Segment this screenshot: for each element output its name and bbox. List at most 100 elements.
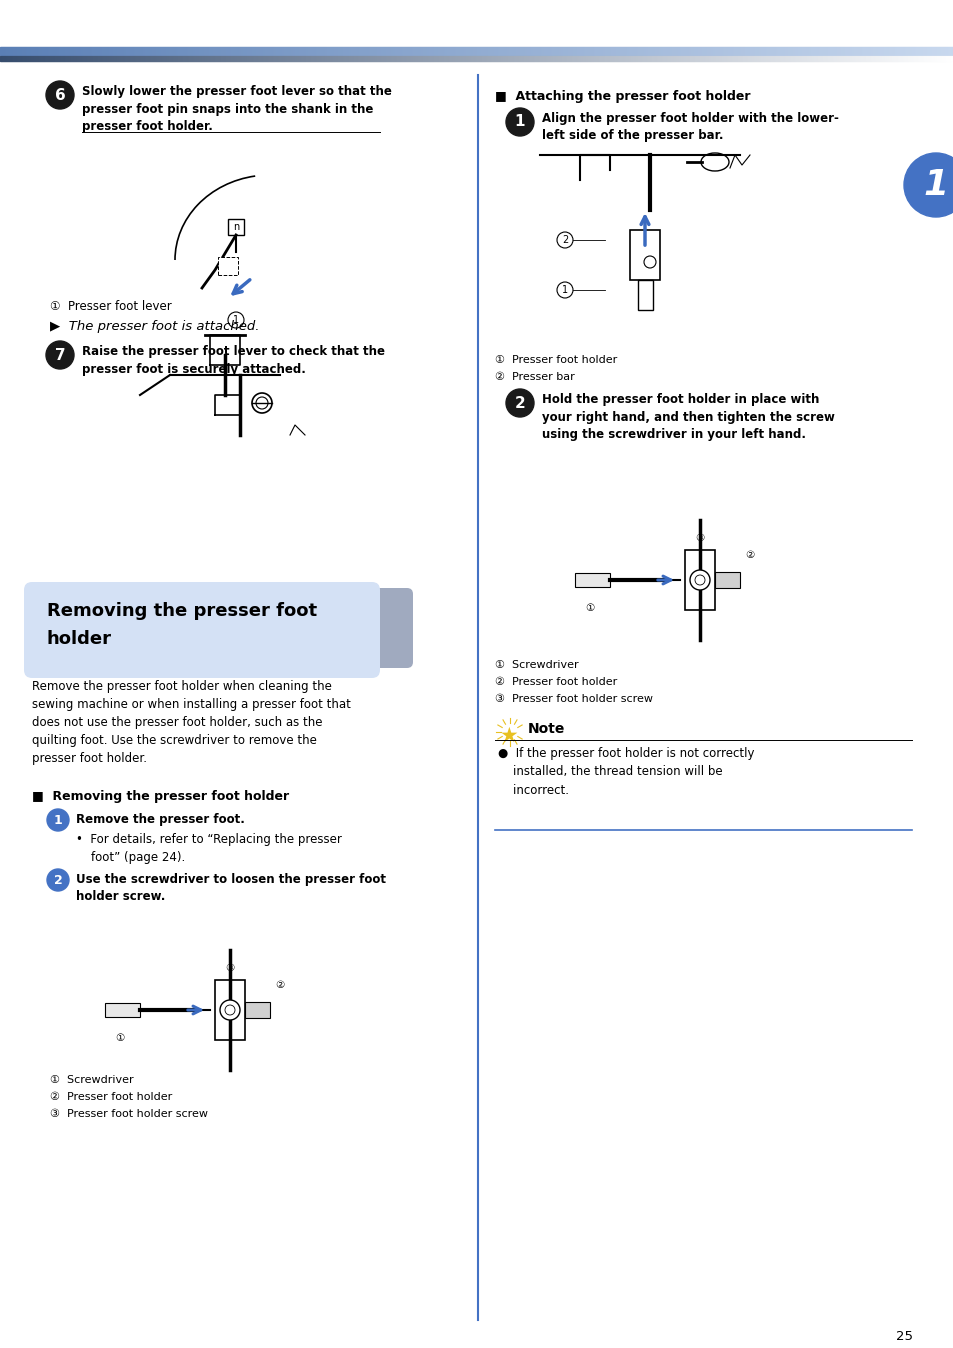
Bar	[468, 47, 469, 55]
Text: ③  Presser foot holder screw: ③ Presser foot holder screw	[495, 694, 652, 704]
Bar	[418, 47, 419, 55]
Bar	[634, 47, 635, 55]
Bar	[800, 47, 801, 55]
Bar	[444, 57, 446, 61]
Bar	[622, 47, 623, 55]
Bar	[182, 47, 183, 55]
Text: n: n	[233, 222, 239, 232]
Bar	[698, 57, 699, 61]
Bar	[382, 57, 384, 61]
Text: 7: 7	[54, 348, 65, 363]
Bar	[239, 57, 240, 61]
Bar	[818, 57, 820, 61]
Bar	[253, 57, 254, 61]
Bar	[179, 47, 180, 55]
Bar	[863, 57, 864, 61]
Bar	[682, 57, 683, 61]
Bar	[314, 57, 315, 61]
Bar	[198, 47, 199, 55]
Bar	[396, 57, 397, 61]
Bar	[739, 47, 740, 55]
Bar	[98, 47, 99, 55]
Bar	[319, 47, 320, 55]
Bar	[630, 47, 631, 55]
Bar	[465, 57, 467, 61]
Bar	[683, 57, 684, 61]
Bar	[41, 47, 42, 55]
Bar	[292, 47, 293, 55]
Text: ①: ①	[115, 1033, 125, 1043]
Bar	[482, 57, 483, 61]
Bar	[744, 47, 745, 55]
Bar	[48, 47, 49, 55]
Bar	[712, 47, 713, 55]
Bar	[331, 47, 332, 55]
Bar	[354, 57, 355, 61]
Bar	[317, 57, 318, 61]
Bar	[870, 57, 871, 61]
Bar	[513, 47, 514, 55]
Bar	[899, 57, 900, 61]
Bar	[785, 57, 786, 61]
Bar	[86, 47, 87, 55]
Bar	[783, 57, 784, 61]
Bar	[117, 47, 118, 55]
Bar	[520, 47, 521, 55]
Bar	[392, 47, 393, 55]
Circle shape	[47, 869, 69, 891]
Bar	[365, 47, 366, 55]
Bar	[574, 57, 575, 61]
Bar	[502, 47, 503, 55]
Bar	[779, 57, 780, 61]
Bar	[750, 57, 751, 61]
Bar	[891, 57, 892, 61]
Bar	[48, 57, 49, 61]
Bar	[807, 47, 808, 55]
Bar	[477, 57, 478, 61]
Bar	[123, 47, 124, 55]
Bar	[547, 57, 548, 61]
Text: 1: 1	[53, 813, 62, 826]
Bar	[325, 47, 326, 55]
Bar	[660, 57, 661, 61]
Bar	[256, 57, 257, 61]
Bar	[820, 47, 821, 55]
Bar	[518, 47, 519, 55]
Bar	[875, 57, 876, 61]
Bar	[946, 47, 947, 55]
Bar	[662, 57, 663, 61]
Bar	[307, 57, 308, 61]
Bar	[802, 47, 803, 55]
Bar	[361, 57, 363, 61]
Bar	[759, 57, 760, 61]
Bar	[906, 47, 907, 55]
Bar	[224, 57, 225, 61]
Bar	[501, 47, 502, 55]
Bar	[890, 57, 891, 61]
Bar	[284, 47, 285, 55]
Bar	[864, 57, 865, 61]
Bar	[472, 57, 473, 61]
Bar	[76, 47, 77, 55]
Bar	[636, 57, 637, 61]
Bar	[939, 47, 940, 55]
Bar	[793, 57, 794, 61]
Bar	[98, 57, 99, 61]
Bar	[201, 47, 202, 55]
Bar	[649, 57, 650, 61]
Bar	[264, 47, 265, 55]
Bar	[605, 47, 606, 55]
Bar	[299, 47, 301, 55]
Bar	[504, 57, 505, 61]
Bar	[262, 47, 263, 55]
Bar	[83, 47, 84, 55]
Bar	[273, 57, 274, 61]
Bar	[82, 57, 83, 61]
Bar	[606, 47, 607, 55]
Bar	[538, 57, 539, 61]
Bar	[837, 57, 838, 61]
Bar	[707, 57, 708, 61]
Bar	[556, 47, 557, 55]
Bar	[698, 47, 699, 55]
Bar	[81, 57, 82, 61]
